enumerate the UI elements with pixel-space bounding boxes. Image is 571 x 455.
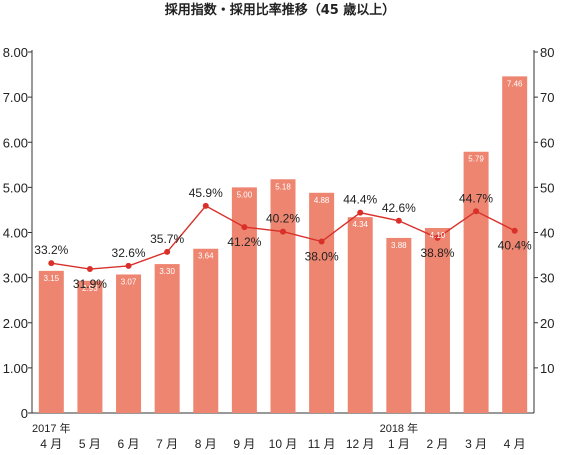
y-left-tick-label: 7.00: [3, 90, 28, 105]
rate-point: [395, 217, 402, 224]
x-year-label: 2018 年: [380, 421, 419, 435]
x-category-label: 2 月: [426, 437, 448, 451]
rate-line-group: [48, 202, 518, 273]
rate-point: [125, 262, 132, 269]
y-right-tick-label: 70: [540, 90, 554, 105]
bar-value-label: 4.34: [352, 220, 368, 229]
x-category-label: 11 月: [308, 437, 336, 451]
bar: [231, 187, 257, 413]
bar: [154, 264, 180, 413]
rate-point: [473, 208, 480, 215]
rate-value-label: 40.2%: [266, 212, 300, 226]
labels-group: 3.15 2.93 3.07 3.30 3.64 5.00 5.18 4.88 4.34 3.88…: [34, 79, 532, 292]
bar-value-label: 4.10: [430, 231, 446, 240]
rate-point: [86, 266, 93, 273]
bar-value-label: 3.07: [121, 277, 137, 286]
y-left-tick-label: 0: [21, 406, 28, 421]
x-category-label: 7 月: [156, 437, 178, 451]
y-left-tick-label: 6.00: [3, 135, 28, 150]
bar-value-label: 3.15: [44, 274, 60, 283]
bar: [193, 248, 219, 413]
bar-value-label: 4.88: [314, 196, 330, 205]
rate-point: [202, 202, 209, 209]
rate-value-label: 38.0%: [305, 250, 339, 264]
bar: [463, 151, 489, 413]
y-right-tick-label: 30: [540, 271, 554, 286]
y-left-tick-label: 2.00: [3, 316, 28, 331]
y-right-tick-label: 50: [540, 180, 554, 195]
x-category-label: 6 月: [118, 437, 140, 451]
rate-value-label: 40.4%: [498, 239, 532, 253]
rate-value-label: 35.7%: [150, 232, 184, 246]
bar-value-label: 5.00: [237, 190, 253, 199]
rate-point: [48, 260, 55, 267]
rate-value-label: 32.6%: [112, 246, 146, 260]
rate-value-label: 33.2%: [34, 243, 68, 257]
x-category-label: 4 月: [40, 437, 62, 451]
bar: [347, 217, 373, 413]
y-left-tick-label: 3.00: [3, 271, 28, 286]
y-right-tick-label: 40: [540, 226, 554, 241]
bar-value-label: 3.88: [391, 241, 407, 250]
y-right-tick-label: 20: [540, 316, 554, 331]
axes-group: 0 1.00 2.00 3.00 4.00 5.00 6.00 7.00 8.00 10 20 30 4…: [3, 45, 555, 451]
x-category-label: 4 月: [504, 437, 526, 451]
x-category-label: 5 月: [79, 437, 101, 451]
y-left-tick-label: 8.00: [3, 45, 28, 60]
bar-value-label: 3.64: [198, 252, 214, 261]
rate-point: [318, 238, 325, 245]
rate-point: [434, 234, 441, 241]
bar: [77, 280, 103, 413]
bar-value-label: 7.46: [507, 79, 523, 88]
rate-value-label: 41.2%: [227, 235, 261, 249]
rate-value-label: 31.9%: [73, 277, 107, 291]
bar-value-label: 5.79: [468, 155, 484, 164]
rate-value-label: 44.7%: [459, 191, 493, 205]
x-category-label: 12 月: [346, 437, 375, 451]
rate-value-label: 44.4%: [343, 193, 377, 207]
y-right-tick-label: 60: [540, 135, 554, 150]
rate-point: [357, 209, 364, 216]
bar-value-label: 2.93: [82, 284, 98, 293]
x-category-label: 9 月: [233, 437, 255, 451]
bar-value-label: 3.30: [159, 267, 175, 276]
rate-point: [511, 227, 518, 234]
x-year-label: 2017 年: [32, 421, 71, 435]
bar: [116, 274, 142, 413]
y-right-tick-label: 10: [540, 361, 554, 376]
rate-point: [164, 248, 171, 255]
x-category-label: 1 月: [388, 437, 410, 451]
rate-point: [280, 228, 286, 235]
bar: [502, 76, 528, 414]
y-left-tick-label: 5.00: [3, 180, 28, 195]
rate-value-label: 38.8%: [420, 246, 454, 260]
bar: [386, 237, 412, 413]
chart-title: 採用指数・採用比率推移（45 歳以上）: [165, 2, 396, 18]
bar: [424, 227, 450, 413]
x-category-label: 8 月: [195, 437, 217, 451]
x-category-label: 10 月: [269, 437, 298, 451]
y-right-tick-label: 80: [540, 45, 554, 60]
rate-value-label: 42.6%: [382, 201, 416, 215]
bars-group: [38, 76, 528, 414]
x-category-label: 3 月: [465, 437, 487, 451]
bar: [309, 192, 335, 413]
y-left-tick-label: 1.00: [3, 361, 28, 376]
bar-value-label: 5.18: [275, 182, 291, 191]
rate-value-label: 45.9%: [189, 186, 223, 200]
bar: [270, 179, 296, 413]
rate-point: [241, 224, 248, 231]
bar: [38, 270, 64, 413]
y-left-tick-label: 4.00: [3, 226, 28, 241]
